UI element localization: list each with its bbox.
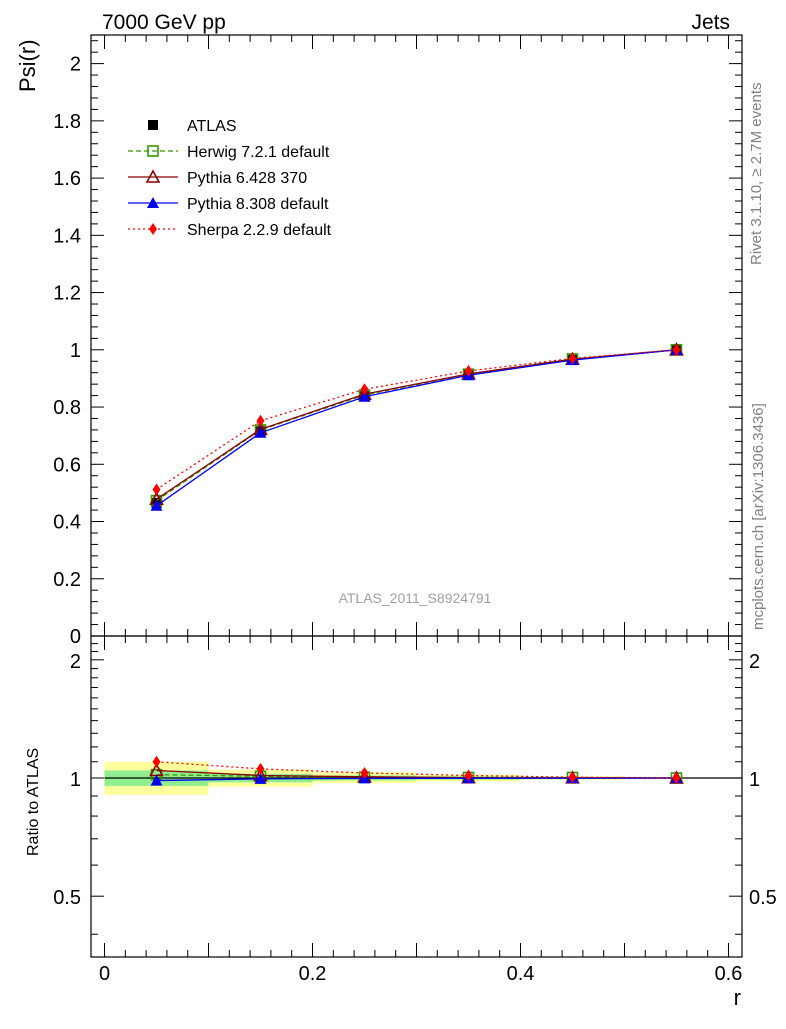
legend: ATLAS Herwig 7.2.1 default Pythia 6.428 37… [128, 118, 332, 239]
x-tick-label: 0.4 [507, 963, 535, 985]
ratio-y-axis-title: Ratio to ATLAS [25, 748, 42, 856]
mcplots-label: mcplots.cern.ch [arXiv:1306.3436] [750, 403, 767, 630]
x-tick-label: 0.2 [299, 963, 327, 985]
collision-label: 7000 GeV pp [102, 11, 226, 34]
series-line-2 [157, 350, 677, 499]
y-tick-label: 0 [70, 626, 81, 648]
y-tick-label: 1.2 [53, 283, 81, 305]
legend-label-4: Sherpa 2.2.9 default [187, 222, 332, 239]
series-line-1 [157, 350, 677, 501]
legend-label-2: Pythia 6.428 370 [187, 170, 307, 187]
ratio-y-tick-label-right: 2 [749, 651, 760, 673]
ratio-panel: 0.5 0.5 1 1 2 2 0 0.2 0.4 0.6 [53, 636, 777, 985]
ratio-frame [91, 636, 742, 957]
ratio-y-tick-label: 0.5 [53, 887, 81, 909]
y-tick-label: 1.4 [53, 225, 81, 247]
ratio-y-tick-label: 1 [70, 769, 81, 791]
ratio-y-tick-label-right: 1 [749, 769, 760, 791]
x-axis-title: r [734, 985, 741, 1010]
series-line-3 [157, 350, 677, 506]
x-tick-label: 0 [99, 963, 110, 985]
ratio-y-tick-label-right: 0.5 [749, 887, 777, 909]
legend-label-1: Herwig 7.2.1 default [187, 144, 330, 161]
y-tick-label: 1.6 [53, 168, 81, 190]
y-tick-label: 1.8 [53, 111, 81, 133]
process-label: Jets [691, 11, 730, 34]
y-tick-label: 2 [70, 54, 81, 76]
analysis-watermark: ATLAS_2011_S8924791 [339, 590, 492, 606]
legend-label-3: Pythia 8.308 default [187, 196, 329, 213]
y-tick-label: 0.2 [53, 569, 81, 591]
legend-label-0: ATLAS [187, 118, 237, 135]
legend-marker-4 [149, 223, 157, 235]
main-y-axis-title: Psi(r) [15, 39, 40, 92]
data-point-s4 [153, 483, 161, 495]
series-line-4 [157, 350, 677, 490]
rivet-version-label: Rivet 3.1.10, ≥ 2.7M events [748, 83, 765, 266]
y-tick-label: 0.4 [53, 512, 81, 534]
ratio-y-tick-label: 2 [70, 651, 81, 673]
y-tick-label: 1 [70, 340, 81, 362]
y-tick-label: 0.8 [53, 397, 81, 419]
y-tick-label: 0.6 [53, 454, 81, 476]
x-tick-label: 0.6 [715, 963, 743, 985]
legend-marker-0 [148, 120, 158, 130]
